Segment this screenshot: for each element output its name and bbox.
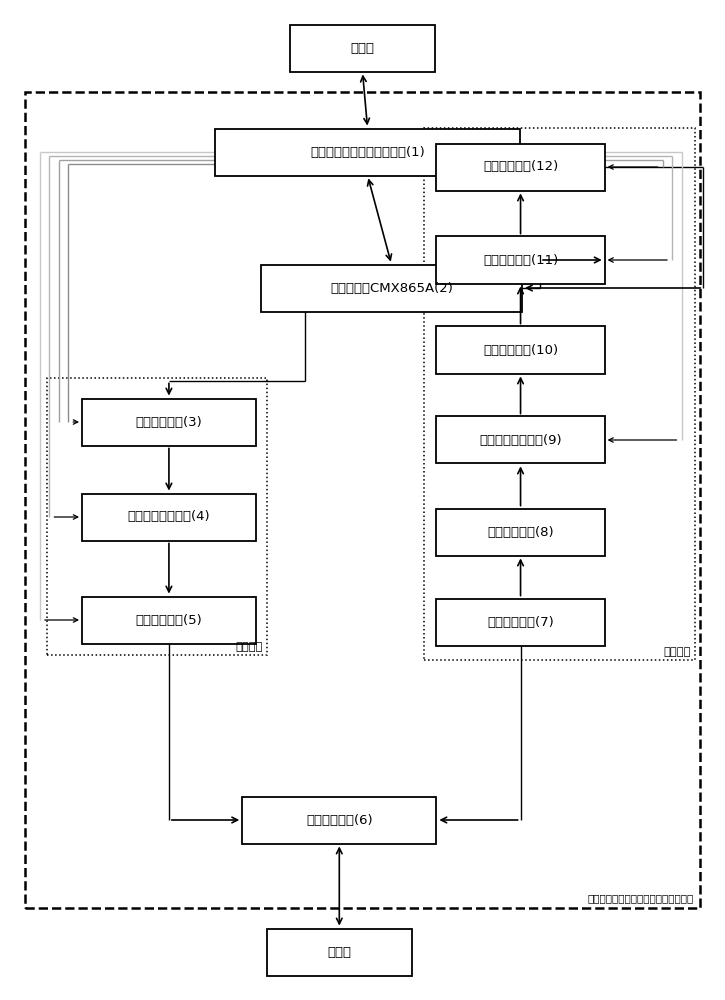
Text: 功率放大电路(5): 功率放大电路(5): [136, 613, 202, 626]
FancyBboxPatch shape: [82, 596, 256, 644]
Text: 接收带通滤波电路(9): 接收带通滤波电路(9): [479, 434, 562, 446]
FancyBboxPatch shape: [242, 796, 436, 844]
Text: 换能器: 换能器: [327, 946, 352, 958]
Text: 低通滤波电路(12): 低通滤波电路(12): [483, 160, 558, 174]
Text: 自动增益电路(8): 自动增益电路(8): [487, 526, 554, 538]
FancyBboxPatch shape: [436, 416, 605, 463]
Text: 开关解调电路(11): 开关解调电路(11): [483, 253, 558, 266]
FancyBboxPatch shape: [82, 398, 256, 446]
FancyBboxPatch shape: [215, 128, 520, 176]
Text: 前置放大电路(7): 前置放大电路(7): [487, 615, 554, 629]
Text: 上位机: 上位机: [350, 41, 375, 54]
FancyBboxPatch shape: [436, 326, 605, 373]
FancyBboxPatch shape: [267, 928, 412, 976]
Text: 收发切换电路(6): 收发切换电路(6): [306, 814, 373, 826]
FancyBboxPatch shape: [436, 143, 605, 190]
Text: 开关调制电路(3): 开关调制电路(3): [136, 416, 202, 428]
FancyBboxPatch shape: [261, 264, 522, 312]
Text: 发送模块: 发送模块: [236, 642, 263, 652]
FancyBboxPatch shape: [82, 494, 256, 540]
FancyBboxPatch shape: [436, 236, 605, 284]
FancyBboxPatch shape: [436, 508, 605, 556]
Text: 嵌入式处理器核心控制单元(1): 嵌入式处理器核心控制单元(1): [310, 145, 425, 158]
FancyBboxPatch shape: [436, 598, 605, 646]
Text: 接收模块: 接收模块: [663, 647, 691, 657]
Text: 编解码芯片CMX865A(2): 编解码芯片CMX865A(2): [330, 282, 453, 294]
Text: 后级放大电路(10): 后级放大电路(10): [483, 344, 558, 357]
FancyBboxPatch shape: [290, 24, 435, 72]
Text: 一种和频信号的水声通信调制解调模块: 一种和频信号的水声通信调制解调模块: [587, 893, 694, 903]
Text: 发射带通滤波电路(4): 发射带通滤波电路(4): [128, 510, 210, 524]
